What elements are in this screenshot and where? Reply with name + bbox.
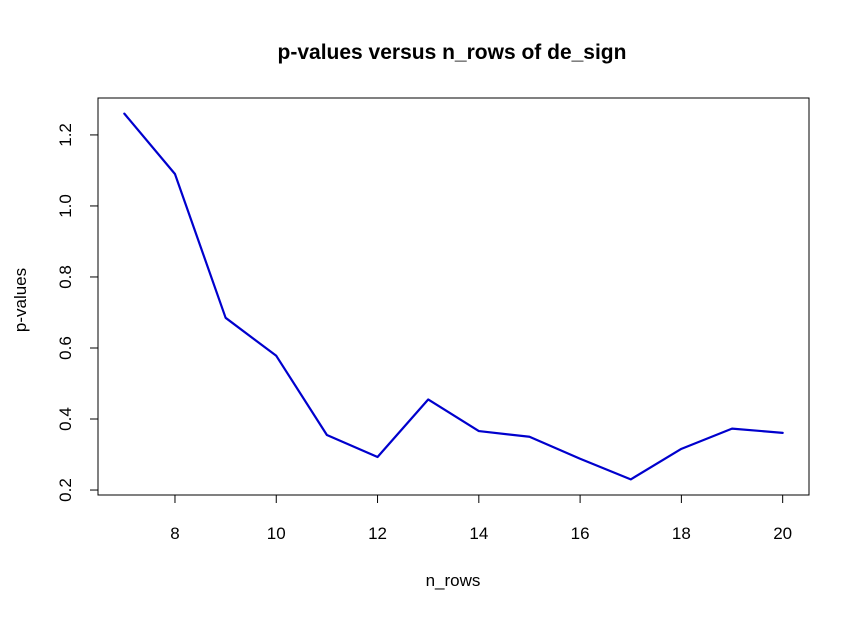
series-line bbox=[123, 112, 784, 481]
x-tick-label: 16 bbox=[571, 524, 590, 543]
x-ticks: 8 10 12 14 16 18 20 bbox=[170, 495, 792, 543]
x-tick-label: 10 bbox=[267, 524, 286, 543]
x-axis-label: n_rows bbox=[426, 571, 481, 590]
x-tick-label: 18 bbox=[672, 524, 691, 543]
y-axis: 0.2 0.4 0.6 0.8 1.0 1.2 bbox=[56, 123, 99, 502]
chart-title: p-values versus n_rows of de_sign bbox=[278, 41, 627, 64]
y-axis-label: p-values bbox=[11, 268, 30, 332]
y-ticks: 0.2 0.4 0.6 0.8 1.0 1.2 bbox=[56, 123, 98, 502]
x-tick-label: 14 bbox=[469, 524, 488, 543]
x-axis: 8 10 12 14 16 18 20 bbox=[170, 494, 792, 543]
plot-frame bbox=[97, 97, 810, 496]
y-tick-label: 0.4 bbox=[56, 407, 75, 431]
y-tick-label: 0.2 bbox=[56, 478, 75, 502]
x-tick-label: 20 bbox=[773, 524, 792, 543]
series-layer bbox=[123, 112, 784, 481]
y-tick-label: 0.8 bbox=[56, 265, 75, 289]
y-tick-label: 0.6 bbox=[56, 336, 75, 360]
x-tick-label: 8 bbox=[170, 524, 179, 543]
y-tick-label: 1.2 bbox=[56, 123, 75, 147]
y-tick-label: 1.0 bbox=[56, 194, 75, 218]
x-tick-label: 12 bbox=[368, 524, 387, 543]
